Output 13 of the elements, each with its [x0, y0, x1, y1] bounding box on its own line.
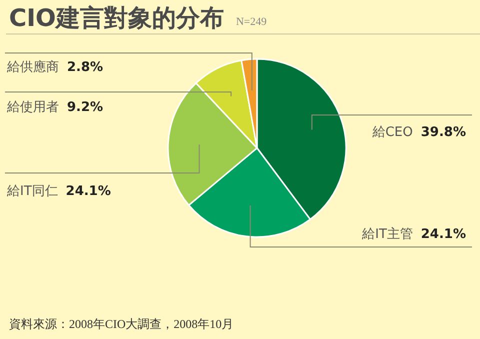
data-label: 2.8%	[67, 60, 104, 75]
slice-label: 給CEO	[371, 125, 413, 140]
slice-label: 給使用者	[6, 100, 59, 115]
source-note: 資料來源：2008年CIO大調查，2008年10月	[9, 317, 234, 331]
slice-label: 給IT同仁	[6, 184, 58, 199]
data-label: 24.1%	[420, 227, 466, 242]
data-label: 9.2%	[67, 100, 104, 115]
chart-title: CIO建言對象的分布	[9, 4, 224, 32]
data-label: 39.8%	[420, 125, 466, 140]
slice-label: 給IT主管	[361, 226, 413, 242]
chart-subtitle: N=249	[236, 16, 268, 28]
data-label: 24.1%	[66, 184, 111, 199]
slice-label: 給供應商	[6, 60, 59, 75]
